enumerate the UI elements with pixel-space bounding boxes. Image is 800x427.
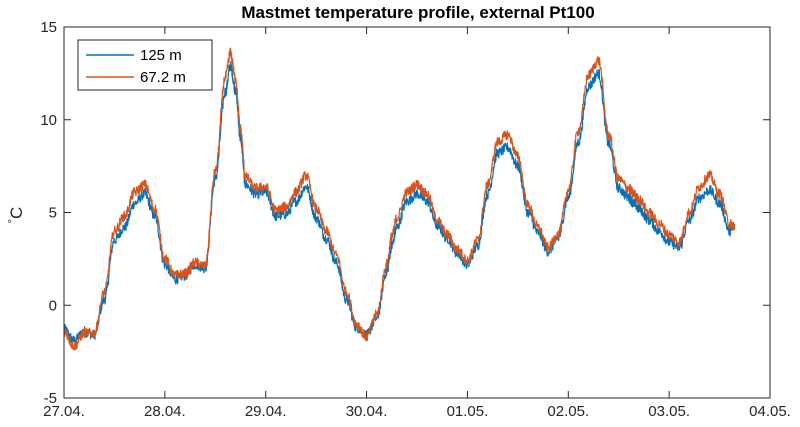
y-tick-label: 0	[49, 297, 57, 314]
series-line-1	[63, 60, 736, 345]
y-axis-label: °C	[7, 207, 26, 224]
legend-label-2: 67.2 m	[140, 69, 186, 86]
y-tick-label: 5	[49, 205, 57, 222]
x-tick-label: 30.04.	[346, 403, 388, 420]
x-tick-label: 02.05.	[547, 403, 589, 420]
legend: 125 m 67.2 m	[77, 39, 213, 91]
legend-label-1: 125 m	[140, 47, 182, 64]
x-tick-label: 01.05.	[447, 403, 489, 420]
ticks-layer: 27.04. 28.04. 29.04. 30.04. 01.05. 02.05. 03.0…	[40, 19, 791, 420]
y-tick-label: -5	[44, 390, 57, 407]
x-tick-label: 03.05.	[648, 403, 690, 420]
series-line-2	[63, 47, 736, 351]
series-layer	[63, 47, 736, 351]
chart-title: Mastmet temperature profile, external Pt…	[241, 3, 594, 22]
y-tick-label: 10	[40, 112, 57, 129]
y-axis-label-degree: °	[7, 219, 19, 223]
x-tick-label: 04.05.	[749, 403, 791, 420]
y-axis-label-unit: C	[7, 207, 26, 219]
y-tick-label: 15	[40, 19, 57, 36]
legend-box	[77, 39, 213, 91]
x-tick-label: 29.04.	[245, 403, 287, 420]
x-tick-label: 27.04.	[43, 403, 85, 420]
x-tick-label: 28.04.	[144, 403, 186, 420]
